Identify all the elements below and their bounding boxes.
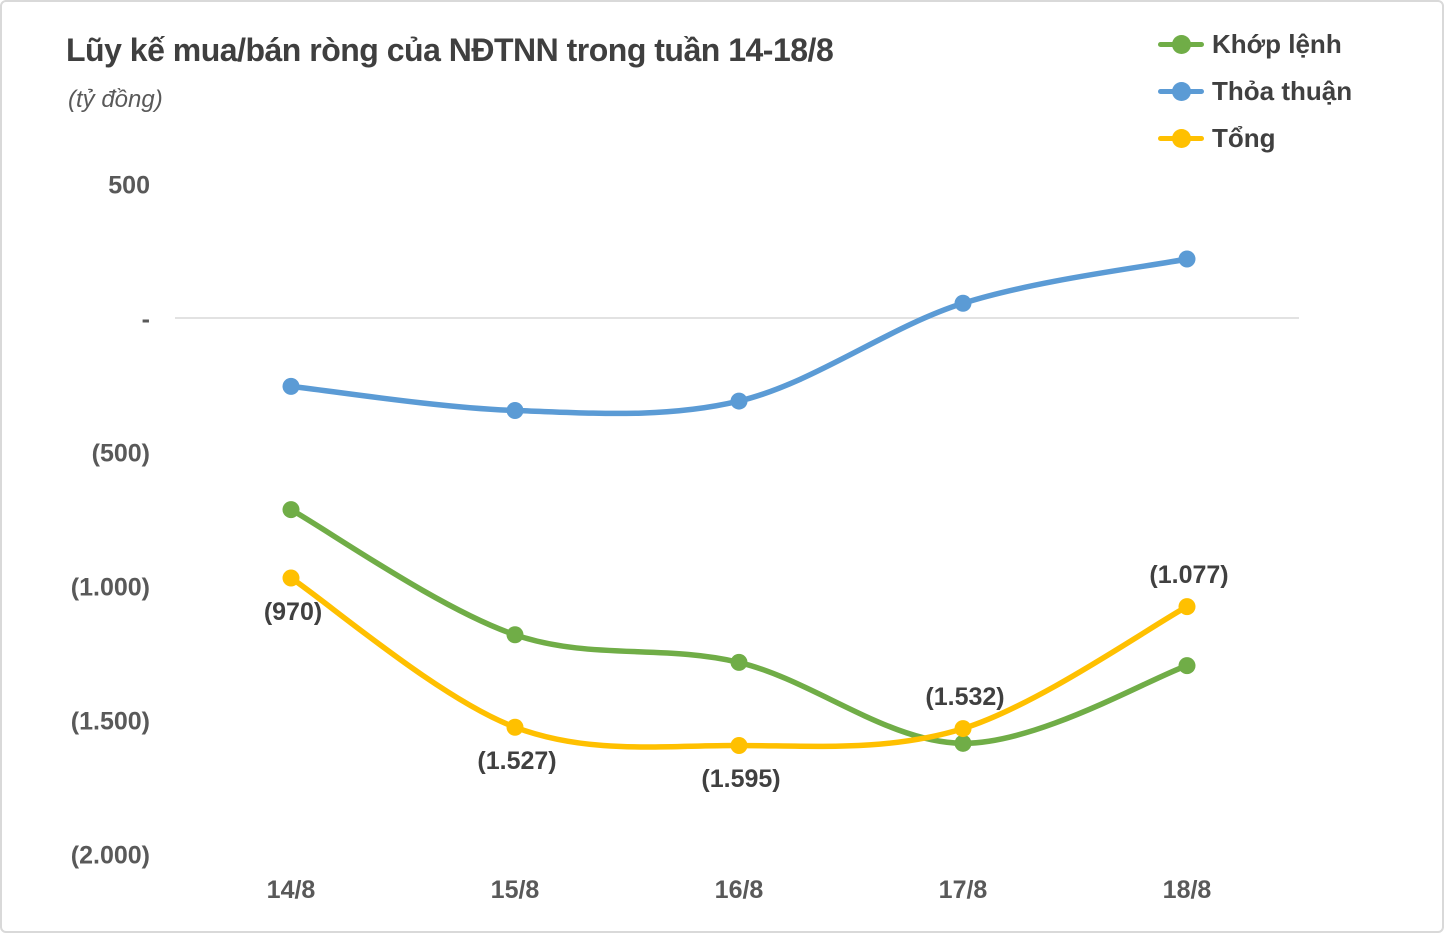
y-axis-tick-label: 500 — [108, 171, 150, 200]
x-axis-label: 14/8 — [266, 876, 316, 904]
data-point-marker — [730, 653, 748, 671]
data-point-marker — [506, 401, 524, 419]
data-point-marker — [1178, 657, 1196, 675]
y-axis-tick-label: - — [141, 305, 150, 334]
series-line-0 — [288, 506, 1190, 747]
legend-label: Khớp lệnh — [1212, 29, 1342, 59]
data-label: (970) — [263, 597, 323, 626]
legend-marker-khop-lenh-icon — [1158, 35, 1204, 54]
y-axis-tick-label: (1.500) — [70, 707, 150, 736]
legend-marker-thoa-thuan-icon — [1158, 82, 1204, 101]
data-point-marker — [954, 720, 972, 738]
data-label: (1.595) — [701, 765, 781, 794]
data-point-marker — [506, 718, 524, 736]
legend-item-khop-lenh: Khớp lệnh — [1158, 21, 1352, 68]
chart-legend: Khớp lệnh Thỏa thuận Tổng — [1158, 21, 1352, 162]
data-point-marker — [1178, 250, 1196, 268]
data-point-marker — [954, 294, 972, 312]
data-point-marker — [730, 736, 748, 754]
data-point-marker — [730, 392, 748, 410]
x-axis-label: 17/8 — [938, 876, 988, 904]
x-axis-label: 15/8 — [490, 876, 540, 904]
data-point-marker — [954, 734, 972, 752]
legend-item-tong: Tổng — [1158, 115, 1352, 162]
data-point-marker — [282, 377, 300, 395]
series-line-1 — [288, 256, 1190, 417]
data-point-marker — [1178, 598, 1196, 616]
y-axis-tick-label: (1.000) — [70, 573, 150, 602]
data-point-marker — [506, 626, 524, 644]
data-label: (1.532) — [925, 682, 1005, 711]
chart-unit-label: (tỷ đồng) — [68, 86, 163, 113]
data-label: (1.077) — [1149, 560, 1229, 589]
chart-title: Lũy kế mua/bán ròng của NĐTNN trong tuần… — [66, 32, 834, 68]
data-point-marker — [282, 501, 300, 519]
data-point-marker — [282, 569, 300, 587]
legend-label: Thỏa thuận — [1212, 76, 1353, 106]
y-axis-tick-label: (2.000) — [70, 841, 150, 870]
data-label: (1.527) — [477, 747, 557, 776]
legend-marker-tong-icon — [1158, 129, 1204, 148]
y-axis-tick-label: (500) — [91, 439, 150, 468]
legend-label: Tổng — [1212, 123, 1276, 153]
x-axis-label: 18/8 — [1162, 876, 1212, 904]
x-axis-label: 16/8 — [714, 876, 764, 904]
legend-item-thoa-thuan: Thỏa thuận — [1158, 68, 1352, 115]
